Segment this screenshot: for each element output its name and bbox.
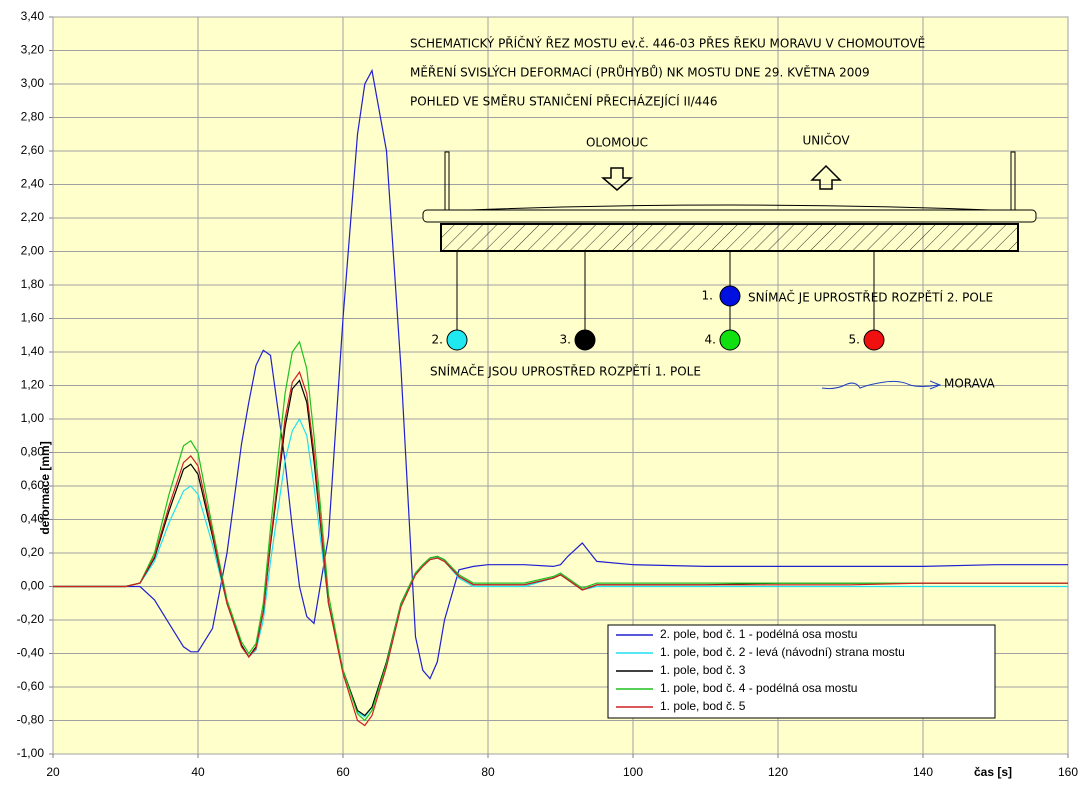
y-axis-label: deformace [mm] [38,441,52,534]
y-tick-label: 1,00 [21,411,45,425]
y-tick-label: 3,20 [21,43,45,57]
legend-box [607,624,996,719]
y-tick-label: 2,60 [21,143,45,157]
deck-slab [422,209,1037,223]
y-tick-label: 0,00 [21,579,45,593]
x-tick-label: 140 [913,765,933,779]
river [821,380,939,390]
legend-label: 2. pole, bod č. 1 - podélná osa mostu [660,627,857,641]
x-axis-label: čas [s] [974,765,1012,779]
annotation: 1. [702,289,713,303]
labels: -1,00 -0,80 -0,60 -0,40 -0,20 0,00 0,20 0,40 0,6… [17,9,1079,779]
deck-surface [469,204,991,211]
railing [444,151,450,211]
river-arrow [929,380,942,390]
y-tick-label: -1,00 [17,746,45,760]
sensor [719,285,741,307]
annotation: POHLED VE SMĚRU STANIČENÍ PŘECHÁZEJÍCÍ I… [410,94,718,109]
annotation: UNIČOV [802,133,850,148]
annotation: 3. [560,333,571,347]
annotation: SNÍMAČE JSOU UPROSTŘED ROZPĚTÍ 1. POLE [430,364,701,379]
sensor [863,329,885,351]
x-tick-label: 100 [623,765,643,779]
y-tick-label: 2,20 [21,210,45,224]
legend-label: 1. pole, bod č. 5 [660,699,746,713]
y-tick-label: 1,80 [21,277,45,291]
y-tick-label: 3,40 [21,9,45,23]
y-tick-label: 1,60 [21,311,45,325]
y-tick-label: 3,00 [21,76,45,90]
annotation: 4. [705,333,716,347]
series-lines [53,68,1068,727]
y-tick-label: 1,40 [21,344,45,358]
girder [440,223,1019,252]
annotation: OLOMOUC [586,136,648,150]
y-tick-label: -0,60 [17,679,45,693]
y-tick-label: 0,20 [21,545,45,559]
annotation: MORAVA [944,377,996,391]
bridge-diagram [422,151,1037,390]
series-line [53,340,1068,722]
y-tick-label: 1,20 [21,378,45,392]
y-tick-label: 0,40 [21,512,45,526]
arrow-up [810,164,842,190]
x-tick-label: 20 [46,765,60,779]
series-line [53,370,1068,727]
x-tick-label: 80 [481,765,495,779]
y-tick-label: -0,20 [17,612,45,626]
legend-label: 1. pole, bod č. 4 - podélná osa mostu [660,681,857,695]
annotation: SNÍMAČ JE UPROSTŘED ROZPĚTÍ 2. POLE [748,290,993,305]
annotation: SCHEMATICKÝ PŘÍČNÝ ŘEZ MOSTU ev.č. 446-0… [410,36,925,51]
x-tick-label: 120 [768,765,788,779]
x-tick-label: 160 [1058,765,1078,779]
y-tick-label: 0,80 [21,445,45,459]
legend-label: 1. pole, bod č. 3 [660,663,746,677]
annotation: MĚŘENÍ SVISLÝCH DEFORMACÍ (PRŮHYBŮ) NK M… [410,65,870,80]
x-tick-label: 40 [191,765,205,779]
y-tick-label: 2,80 [21,110,45,124]
y-tick-label: 2,40 [21,177,45,191]
annotation: 5. [849,333,860,347]
annotation: 2. [432,333,443,347]
sensor [446,329,468,351]
railing [1010,151,1016,211]
y-tick-label: -0,40 [17,646,45,660]
y-tick-label: 0,60 [21,478,45,492]
x-tick-label: 60 [336,765,350,779]
y-tick-label: 2,00 [21,244,45,258]
sensor [574,329,596,351]
sensor [719,329,741,351]
y-tick-label: -0,80 [17,713,45,727]
series-line [53,68,1068,680]
arrow-down [600,167,634,191]
legend-label: 1. pole, bod č. 2 - levá (návodní) stran… [660,645,905,659]
